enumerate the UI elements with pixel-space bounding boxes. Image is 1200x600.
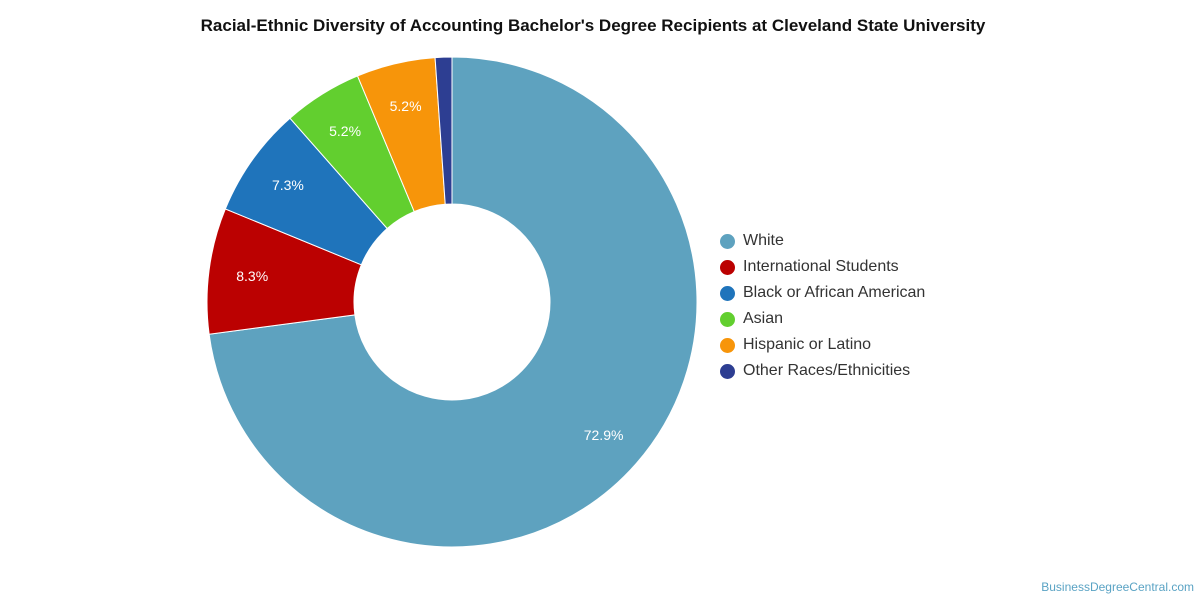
chart-legend: White International Students Black or Afri… <box>720 228 925 384</box>
legend-label: Hispanic or Latino <box>743 336 872 353</box>
legend-item[interactable]: White <box>720 228 925 254</box>
slice-data-label: 5.2% <box>390 98 422 114</box>
slice-data-label: 8.3% <box>236 268 268 284</box>
legend-label: Black or African American <box>743 284 926 301</box>
legend-item[interactable]: Black or African American <box>720 280 925 306</box>
legend-item[interactable]: International Students <box>720 254 925 280</box>
slice-white[interactable] <box>208 56 698 548</box>
legend-label: White <box>743 232 784 249</box>
legend-item[interactable]: Other Races/Ethnicities <box>720 358 925 384</box>
legend-label: International Students <box>743 258 899 275</box>
legend-swatch-icon <box>720 233 735 249</box>
legend-label: Asian <box>743 310 784 327</box>
slice-data-label: 7.3% <box>272 177 304 193</box>
legend-swatch-icon <box>720 337 735 353</box>
legend-swatch-icon <box>720 311 735 327</box>
chart-title: Racial-Ethnic Diversity of Accounting Ba… <box>200 16 986 35</box>
legend-item[interactable]: Hispanic or Latino <box>720 332 925 358</box>
legend-swatch-icon <box>720 285 735 301</box>
slice-data-label: 5.2% <box>329 123 361 139</box>
legend-swatch-icon <box>720 259 735 275</box>
legend-swatch-icon <box>720 363 735 379</box>
legend-item[interactable]: Asian <box>720 306 925 332</box>
donut-slices <box>206 56 698 548</box>
legend-label: Other Races/Ethnicities <box>743 362 911 379</box>
slice-data-label: 72.9% <box>584 427 624 443</box>
slice-other-races-ethnicities[interactable] <box>434 56 453 205</box>
site-watermark[interactable]: BusinessDegreeCentral.com <box>1041 580 1194 594</box>
donut-slice-labels: 72.9% 8.3% 7.3% 5.2% 5.2% <box>236 98 623 443</box>
